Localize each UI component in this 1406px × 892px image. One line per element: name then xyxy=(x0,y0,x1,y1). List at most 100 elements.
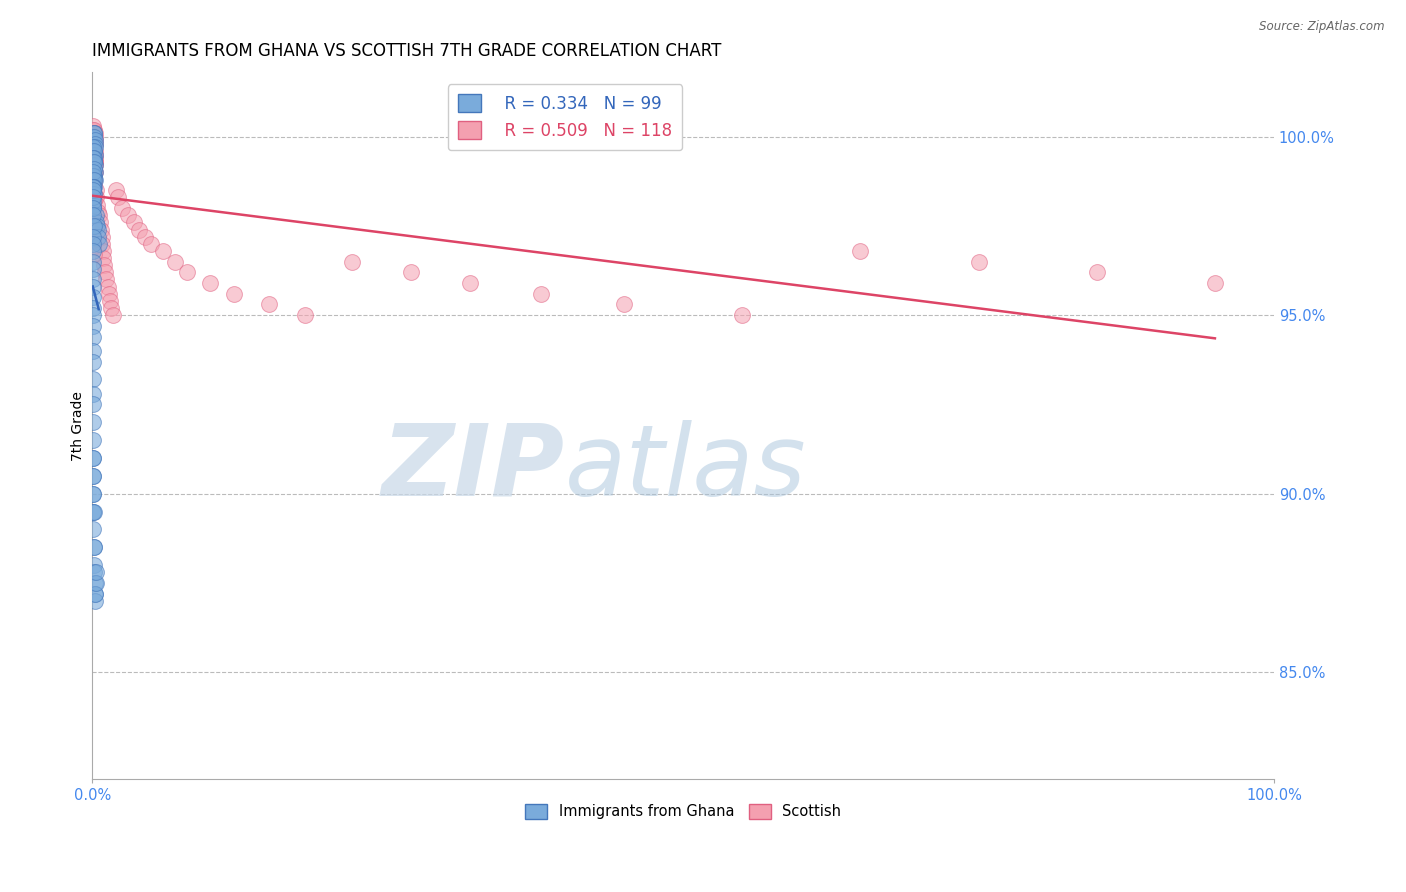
Point xyxy=(100,301,122,315)
Point xyxy=(82,122,104,136)
Point xyxy=(82,354,104,368)
Point xyxy=(83,129,105,144)
Point xyxy=(82,179,104,194)
Point xyxy=(111,201,134,215)
Point xyxy=(82,208,104,222)
Point xyxy=(84,165,107,179)
Point xyxy=(82,190,104,204)
Point xyxy=(84,147,107,161)
Point xyxy=(83,158,105,172)
Point xyxy=(134,229,156,244)
Point xyxy=(83,126,105,140)
Point xyxy=(82,329,104,343)
Point xyxy=(90,222,112,236)
Point xyxy=(83,169,105,183)
Point xyxy=(84,154,107,169)
Point xyxy=(82,176,104,190)
Point xyxy=(82,308,104,322)
Point xyxy=(82,183,104,197)
Point xyxy=(83,161,105,176)
Point xyxy=(84,140,107,154)
Point xyxy=(82,179,104,194)
Point xyxy=(141,236,163,251)
Point xyxy=(82,133,104,147)
Point xyxy=(82,147,104,161)
Point xyxy=(82,172,104,186)
Point xyxy=(87,236,110,251)
Point xyxy=(83,151,105,165)
Point xyxy=(401,265,423,279)
Point xyxy=(107,190,129,204)
Point xyxy=(83,179,105,194)
Point xyxy=(83,140,105,154)
Point xyxy=(83,169,105,183)
Point xyxy=(82,186,104,201)
Text: ZIP: ZIP xyxy=(382,420,565,516)
Point xyxy=(98,293,121,308)
Point xyxy=(82,226,104,240)
Point xyxy=(82,165,104,179)
Point xyxy=(83,144,105,158)
Point xyxy=(84,133,107,147)
Point xyxy=(176,265,198,279)
Point xyxy=(82,244,104,258)
Point xyxy=(82,450,104,465)
Point xyxy=(82,197,104,211)
Point xyxy=(82,522,104,536)
Point xyxy=(83,565,105,579)
Point xyxy=(83,129,105,144)
Point xyxy=(82,194,104,208)
Point xyxy=(82,222,104,236)
Point xyxy=(1204,276,1226,290)
Point xyxy=(82,165,104,179)
Point xyxy=(82,126,104,140)
Point xyxy=(340,254,363,268)
Point xyxy=(83,186,105,201)
Point xyxy=(82,301,104,315)
Point xyxy=(82,261,104,276)
Point xyxy=(82,129,104,144)
Point xyxy=(82,140,104,154)
Point xyxy=(83,540,105,554)
Point xyxy=(82,290,104,304)
Point xyxy=(87,208,110,222)
Point xyxy=(84,575,107,590)
Point xyxy=(82,183,104,197)
Point xyxy=(97,286,120,301)
Point xyxy=(82,201,104,215)
Point xyxy=(86,565,108,579)
Point xyxy=(82,318,104,333)
Point xyxy=(294,308,316,322)
Point xyxy=(82,254,104,268)
Point xyxy=(82,133,104,147)
Point xyxy=(128,222,150,236)
Point xyxy=(83,161,105,176)
Point xyxy=(122,215,145,229)
Point xyxy=(90,229,112,244)
Point xyxy=(849,244,872,258)
Point xyxy=(83,129,105,144)
Point xyxy=(82,119,104,133)
Point xyxy=(82,468,104,483)
Point xyxy=(82,144,104,158)
Point xyxy=(82,201,104,215)
Point xyxy=(83,144,105,158)
Point xyxy=(82,179,104,194)
Point xyxy=(83,186,105,201)
Point xyxy=(82,169,104,183)
Point xyxy=(82,240,104,254)
Point xyxy=(83,194,105,208)
Point xyxy=(82,386,104,401)
Point xyxy=(83,133,105,147)
Point xyxy=(82,186,104,201)
Point xyxy=(82,161,104,176)
Point xyxy=(82,151,104,165)
Point xyxy=(259,297,281,311)
Point xyxy=(82,215,104,229)
Point xyxy=(82,190,104,204)
Point xyxy=(83,154,105,169)
Point xyxy=(82,468,104,483)
Legend: Immigrants from Ghana, Scottish: Immigrants from Ghana, Scottish xyxy=(519,798,846,825)
Point xyxy=(82,158,104,172)
Point xyxy=(83,154,105,169)
